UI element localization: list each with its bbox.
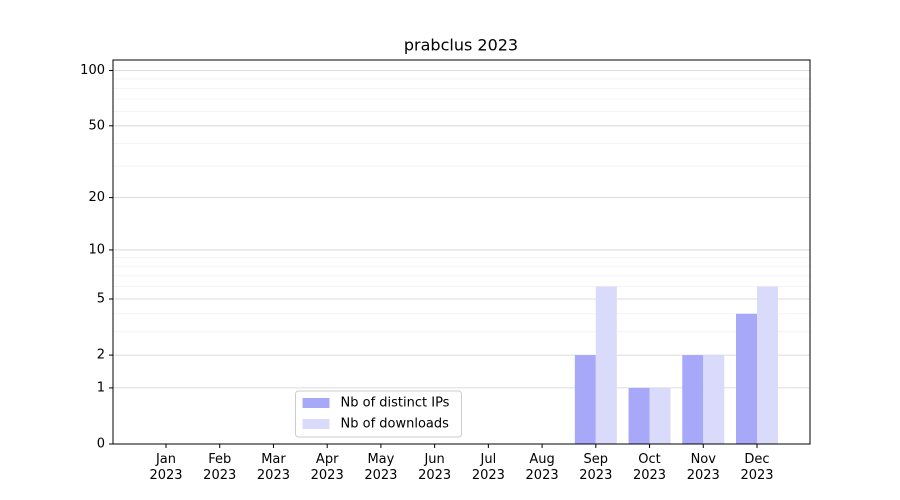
x-tick-label: Sep 2023 <box>579 452 613 483</box>
y-tick-label: 0 <box>97 437 105 452</box>
bar <box>682 355 704 444</box>
legend-swatch <box>302 419 330 429</box>
x-tick-label: Nov 2023 <box>686 452 720 483</box>
bar <box>628 387 650 444</box>
y-tick-label: 100 <box>80 63 105 78</box>
x-tick-label: Mar 2023 <box>256 452 290 483</box>
bar <box>649 387 671 444</box>
x-tick-label: Jul 2023 <box>471 452 505 483</box>
x-tick-label: Feb 2023 <box>203 452 237 483</box>
legend-box <box>295 390 462 438</box>
bar <box>703 355 725 444</box>
y-tick-label: 10 <box>88 242 105 257</box>
y-tick-label: 50 <box>88 118 105 133</box>
x-tick-label: Apr 2023 <box>310 452 344 483</box>
x-tick-label: Dec 2023 <box>740 452 774 483</box>
legend-label: Nb of distinct IPs <box>341 396 450 411</box>
bar <box>574 355 596 444</box>
x-tick-label: Oct 2023 <box>632 452 667 483</box>
y-tick-label: 20 <box>88 190 105 205</box>
chart-title: prabclus 2023 <box>404 36 518 55</box>
x-tick-label: May 2023 <box>364 452 398 483</box>
legend-label: Nb of downloads <box>341 417 450 432</box>
x-tick-label: Jun 2023 <box>418 452 452 483</box>
y-tick-label: 2 <box>97 348 105 363</box>
bar <box>757 286 778 444</box>
bar <box>595 286 617 444</box>
plot-frame <box>112 59 811 445</box>
y-tick-label: 5 <box>97 291 105 306</box>
x-tick-label: Aug 2023 <box>525 452 559 483</box>
bar <box>736 313 757 444</box>
y-tick-label: 1 <box>97 380 105 395</box>
legend-swatch <box>302 398 330 408</box>
x-tick-label: Jan 2023 <box>149 452 183 483</box>
